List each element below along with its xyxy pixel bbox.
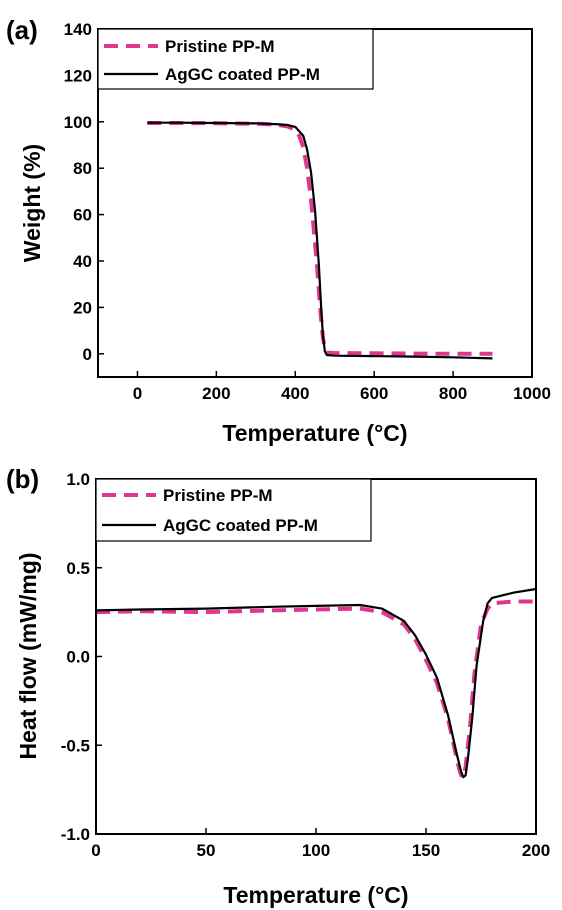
panel-a-x-axis-title: Temperature (°C) <box>222 420 407 446</box>
panel-a-y-tick-label: 80 <box>73 159 92 178</box>
panel-a-x-tick-label: 0 <box>133 384 142 403</box>
panel-b-legend-label-pristine: Pristine PP-M <box>163 486 273 505</box>
panel-b-y-tick-label: 1.0 <box>66 470 90 489</box>
panel-a-x-tick-label: 1000 <box>513 384 551 403</box>
panel-a-x-tick-label: 200 <box>202 384 230 403</box>
panel-b-legend-label-agcg: AgGC coated PP-M <box>163 516 318 535</box>
panel-a-y-tick-label: 0 <box>83 345 92 364</box>
panel-a-legend-label-pristine: Pristine PP-M <box>165 37 275 56</box>
panel-a: (a) 0 200 400 600 800 1000020406080100120140 … <box>6 15 551 446</box>
panel-a-y-axis-title: Weight (%) <box>19 144 45 262</box>
panel-a-plot-area: 0 200 400 600 800 1000 0 20 40 60 80 100 120 140 <box>64 20 551 403</box>
panel-b: (b) 0 50 100 150 200 -1.0 -0.5 0.0 0.5 1.0 Pristi… <box>6 464 550 908</box>
panel-a-legend: Pristine PP-M AgGC coated PP-M <box>97 28 374 90</box>
panel-b-series-line-pristine <box>95 599 536 780</box>
panel-a-label: (a) <box>6 15 38 45</box>
panel-b-x-tick-label: 0 <box>91 841 100 860</box>
panel-a-x-tick-label: 400 <box>281 384 309 403</box>
panel-b-series-line-agcg <box>95 587 537 779</box>
panel-b-y-tick-label: -0.5 <box>61 736 90 755</box>
panel-b-x-tick-label: 150 <box>412 841 440 860</box>
panel-b-y-tick-label: -1.0 <box>61 825 90 844</box>
panel-a-x-tick-label: 600 <box>360 384 388 403</box>
panel-a-y-tick-label: 20 <box>73 298 92 317</box>
panel-a-y-tick-label: 120 <box>64 66 92 85</box>
panel-a-legend-label-agcg: AgGC coated PP-M <box>165 65 320 84</box>
panel-b-y-axis-title: Heat flow (mW/mg) <box>15 553 41 760</box>
panel-b-x-tick-label: 50 <box>197 841 216 860</box>
panel-b-plot-area: 0 50 100 150 200 -1.0 -0.5 0.0 0.5 1.0 <box>61 470 550 860</box>
panel-a-legend-box <box>97 28 374 90</box>
panel-b-y-tick-label: 0.0 <box>66 648 90 667</box>
panel-a-y-tick-label: 100 <box>64 113 92 132</box>
panel-b-x-tick-label: 200 <box>522 841 550 860</box>
panel-a-y-tick-label: 60 <box>73 206 92 225</box>
panel-b-legend-box <box>95 478 372 542</box>
panel-a-y-tick-label: 140 <box>64 20 92 39</box>
panel-a-x-tick-label: 800 <box>439 384 467 403</box>
panel-b-y-tick-label: 0.5 <box>66 559 90 578</box>
panel-a-series-line-pristine <box>147 121 493 356</box>
panel-b-legend: Pristine PP-M AgGC coated PP-M <box>95 478 372 542</box>
panel-b-x-axis-title: Temperature (°C) <box>223 882 408 908</box>
panel-a-series-line-agcg <box>147 121 493 360</box>
panel-b-label: (b) <box>6 464 39 494</box>
panel-a-y-tick-label: 40 <box>73 252 92 271</box>
panel-b-x-tick-label: 100 <box>302 841 330 860</box>
